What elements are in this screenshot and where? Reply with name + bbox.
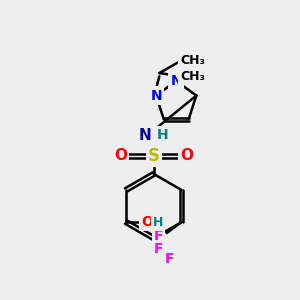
Text: F: F <box>154 242 163 256</box>
Text: N: N <box>150 88 162 103</box>
Text: S: S <box>148 147 160 165</box>
Text: H: H <box>156 128 168 142</box>
Text: CH₃: CH₃ <box>180 54 205 67</box>
Text: CH₃: CH₃ <box>180 70 205 83</box>
Text: F: F <box>154 229 163 243</box>
Text: O: O <box>181 148 194 164</box>
Text: N: N <box>170 74 182 88</box>
Text: F: F <box>165 252 175 266</box>
Text: O: O <box>141 215 153 229</box>
Text: H: H <box>153 216 163 229</box>
Text: N: N <box>139 128 152 143</box>
Text: O: O <box>114 148 127 164</box>
